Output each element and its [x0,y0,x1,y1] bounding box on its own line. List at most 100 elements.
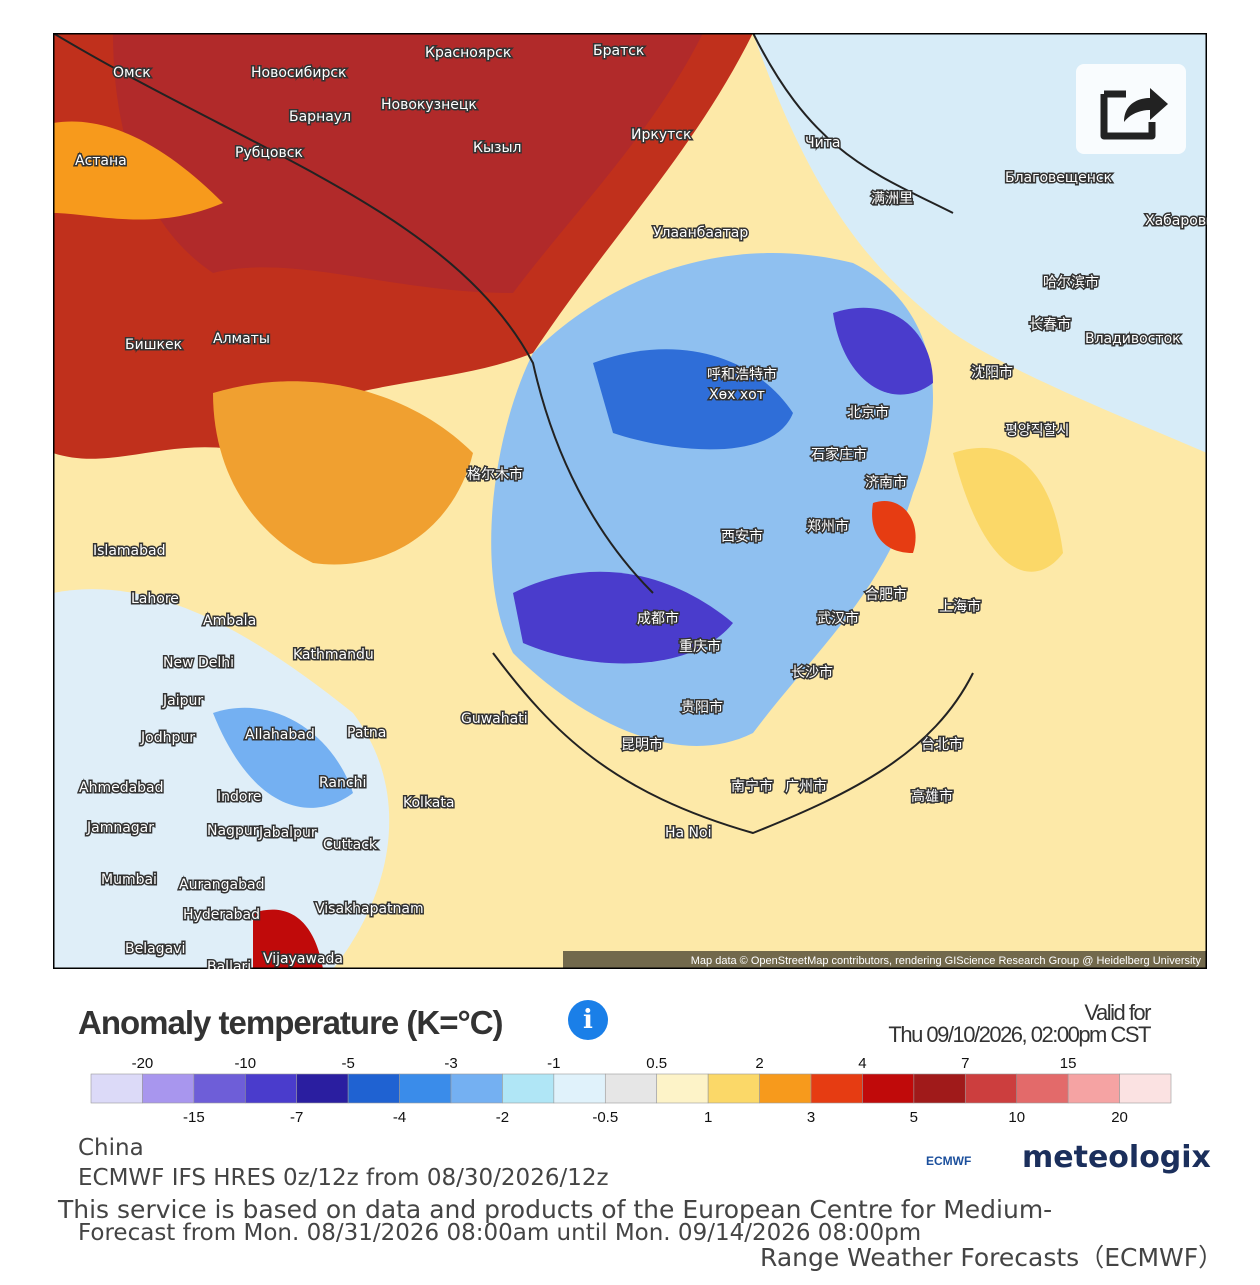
map-label: Астана [75,153,127,169]
map-label: Чита [805,135,840,151]
warm-region [953,447,1063,572]
legend-swatch [347,1073,400,1104]
region: China [78,1135,144,1161]
map-label: Visakhapatnam [315,901,424,917]
legend-label: 1 [704,1109,712,1126]
map-label: Новосибирск [251,65,346,81]
map-label: Ranchi [319,775,366,791]
legend-swatch [553,1073,606,1104]
map-label: Jaipur [162,693,203,709]
map-label: Владивосток [1085,331,1181,347]
map-label: Барнаул [289,109,351,125]
map-label: 昆明市 [621,736,663,753]
warm-region [253,909,323,969]
map-label: Хабаровск [1145,213,1207,229]
legend-label: 7 [961,1055,969,1072]
map: Map data © OpenStreetMap contributors, r… [53,33,1207,969]
share-button[interactable] [1076,64,1186,154]
cold-region [513,571,733,664]
map-label: Иркутск [631,127,691,143]
legend-swatch [502,1073,555,1104]
map-label: 武汉市 [817,610,859,627]
map-label: Кызыл [473,140,521,156]
legend-swatch [707,1073,760,1104]
cool-region [213,707,353,808]
map-label: 合肥市 [865,586,907,603]
map-label: 呼和浩特市 [707,366,777,383]
legend-label: -15 [183,1109,205,1126]
legend-label: -20 [132,1055,154,1072]
map-label: Новокузнецк [381,97,477,113]
map-label: Ha Noi [665,825,711,841]
map-label: Алматы [213,331,270,347]
cool-region [53,589,390,969]
info-button[interactable]: i [568,1000,608,1040]
valid-time: Thu 09/10/2026, 02:00pm CST [888,1022,1151,1047]
logo-meteologix: meteologix [1022,1140,1211,1175]
map-label: 沈阳市 [971,364,1013,381]
forecast-range: Forecast from Mon. 08/31/2026 08:00am un… [78,1220,922,1246]
valid-label: Valid for [1084,1000,1151,1025]
cold-region [593,349,793,450]
map-label: New Delhi [163,655,234,671]
map-label: Kathmandu [293,647,374,663]
map-label: 满洲里 [871,191,913,207]
attribution: Map data © OpenStreetMap contributors, r… [691,955,1202,967]
border-line [53,33,974,835]
legend-label: -4 [393,1109,406,1126]
map-label: Jabalpur [258,825,317,841]
legend-swatch [1016,1073,1069,1104]
map-label: Guwahati [461,711,528,727]
attribution-bg [563,951,1207,969]
map-label: Belagavi [125,941,185,957]
legend-label: -3 [444,1055,457,1072]
map-label: Patna [347,725,386,741]
map-label: Nagpur [207,823,259,839]
model: ECMWF IFS HRES 0z/12z from 08/30/2026/12… [78,1165,609,1191]
map-label: Jamnagar [86,820,154,836]
disclaimer: Range Weather Forecasts（ECMWF） [760,1243,1224,1272]
legend-label: -5 [341,1055,354,1072]
map-label: Улаанбаатар [653,225,748,241]
legend-label: 5 [910,1109,918,1126]
map-label: Mumbai [101,872,157,888]
map-label: Hyderabad [183,907,260,923]
map-label: Бишкек [125,337,182,353]
warm-region [53,121,223,220]
share-icon [1100,88,1168,140]
legend-swatch [810,1073,863,1104]
legend-label: 10 [1008,1109,1025,1126]
map-label: 哈尔滨市 [1043,274,1099,291]
legend-swatch [759,1073,812,1104]
map-label: 郑州市 [807,518,849,535]
legend-swatch [1119,1073,1172,1104]
map-label: Indore [217,789,262,805]
map-label: Lahore [131,591,179,607]
legend-label: 0.5 [646,1055,667,1072]
legend-label: 15 [1060,1055,1077,1072]
map-label: 南宁市 [731,778,773,795]
legend-label: -0.5 [592,1109,618,1126]
logo-ecmwf: ECMWF [926,1154,972,1168]
map-label: Islamabad [93,543,165,559]
map-label: Ahmedabad [79,780,164,796]
legend-swatch [296,1073,349,1104]
map-label: 石家庄市 [811,446,867,463]
legend-label: -10 [234,1055,256,1072]
map-label: Ballari [207,959,251,969]
map-label: Allahabad [245,727,315,743]
legend-swatch [90,1073,143,1104]
map-label: Cuttack [323,837,378,853]
cold-region [833,307,933,395]
disclaimer: This service is based on data and produc… [58,1195,1053,1224]
map-label: 평양직할시 [1005,423,1069,439]
title: Anomaly temperature (K=°C) [78,1004,504,1041]
legend-swatch [656,1073,709,1104]
map-label: Рубцовск [235,145,303,161]
map-label: Kolkata [403,795,454,811]
legend-label: -2 [496,1109,509,1126]
legend-label: 2 [755,1055,763,1072]
map-label: 北京市 [847,404,889,421]
legend-label: 3 [807,1109,815,1126]
